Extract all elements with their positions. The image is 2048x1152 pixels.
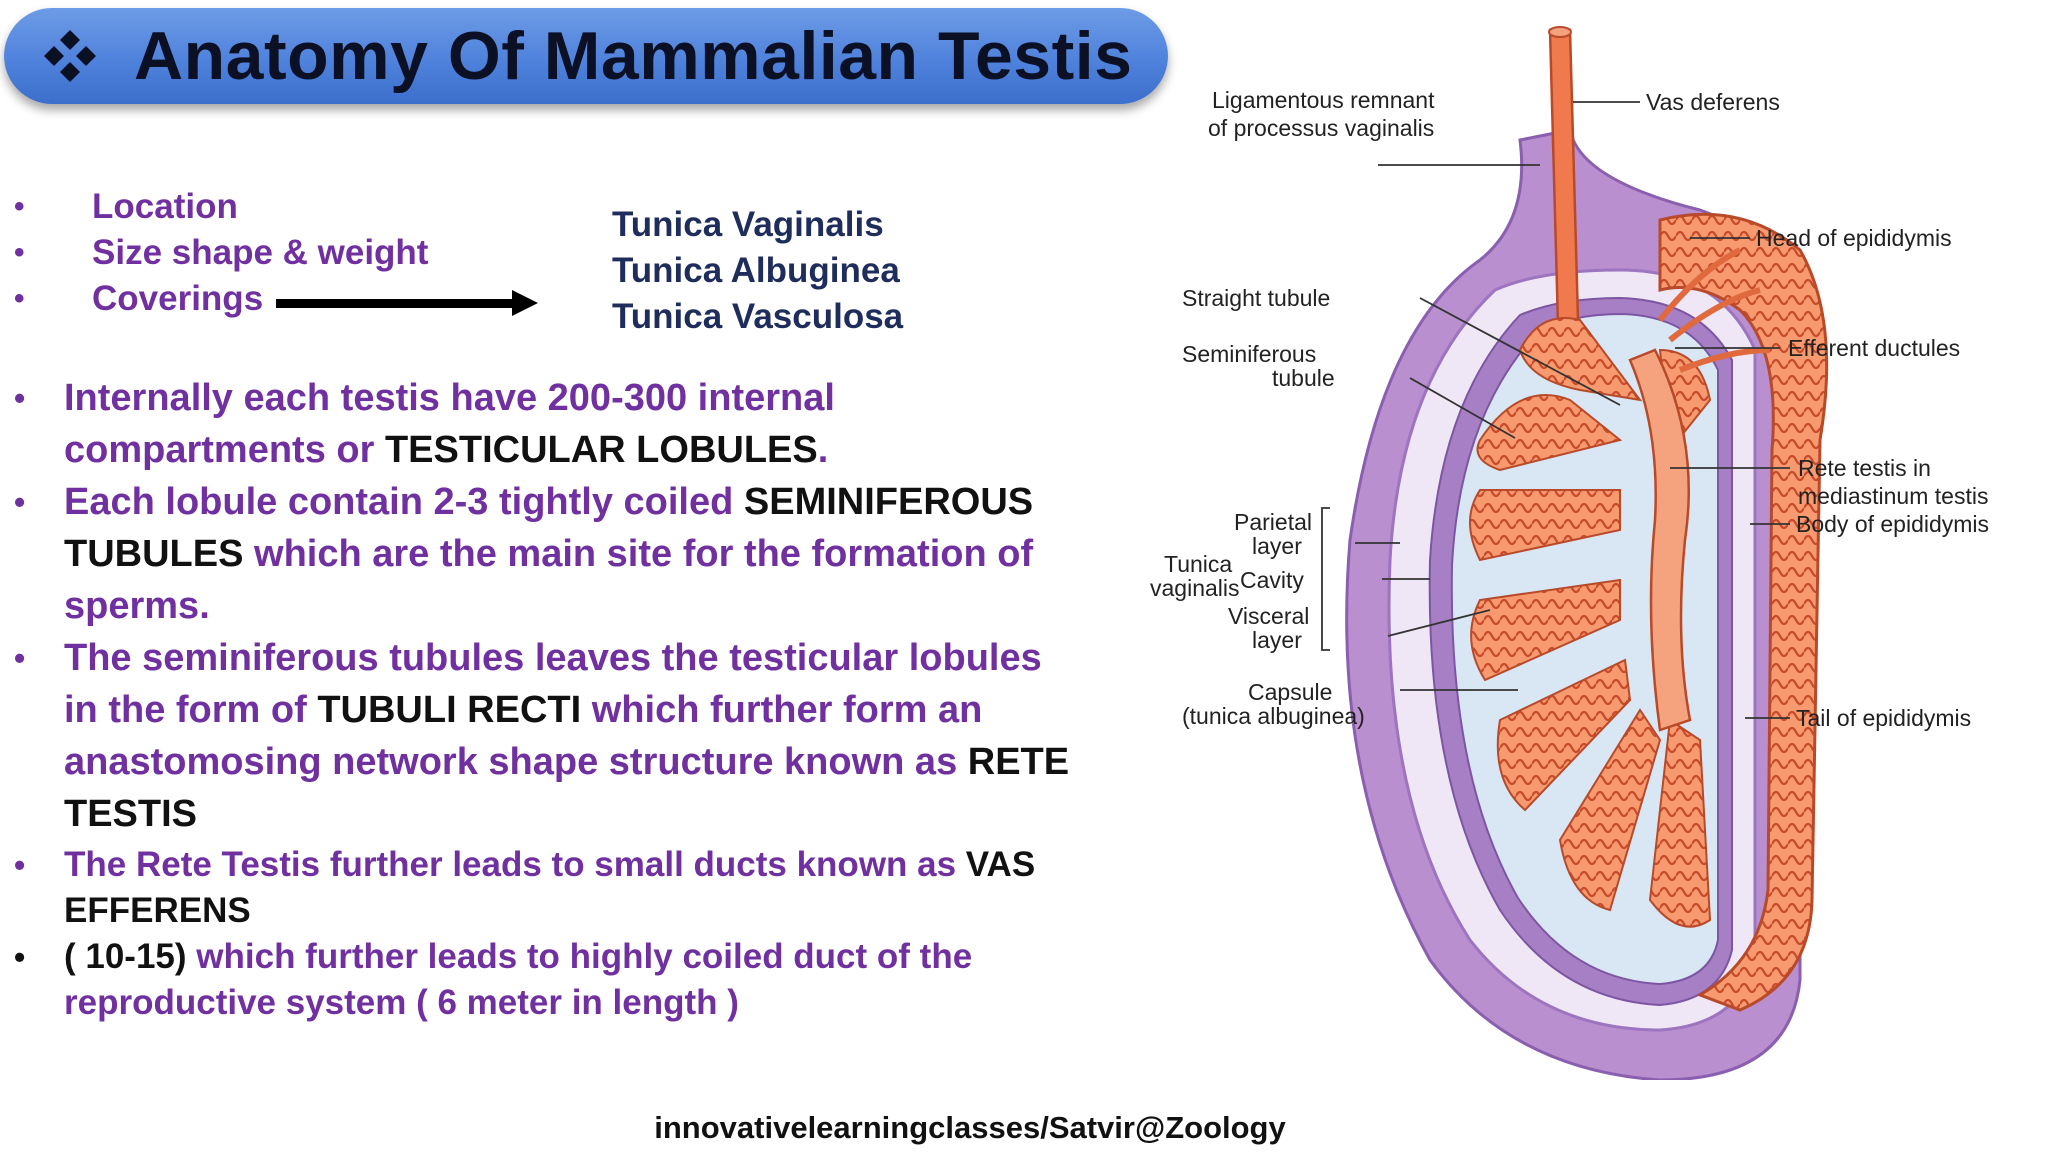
- title-banner: Anatomy Of Mammalian Testis: [4, 8, 1168, 104]
- bullet-icon: •: [14, 484, 26, 520]
- topic-list: • Location • Size shape & weight • Covering…: [14, 184, 428, 322]
- keyword: RETE TESTIS: [64, 741, 1070, 835]
- label-straight-tubule: Straight tubule: [1182, 285, 1330, 311]
- label-efferent: Efferent ductules: [1788, 335, 1960, 361]
- text-run: .: [817, 429, 829, 471]
- bullet-icon: •: [14, 190, 25, 223]
- bullet-icon: •: [14, 236, 25, 269]
- label-tunica-vaginalis: vaginalis: [1150, 575, 1240, 601]
- covering-item: Tunica Albuginea: [612, 251, 900, 290]
- covering-item: Tunica Vaginalis: [612, 205, 884, 244]
- label-seminiferous: Seminiferous: [1182, 341, 1316, 367]
- label-head-epididymis: Head of epididymis: [1756, 225, 1952, 251]
- text-run: Internally each testis have 200-300 inte…: [64, 377, 835, 471]
- label-tunica-vaginalis: Tunica: [1164, 551, 1232, 577]
- page-title: Anatomy Of Mammalian Testis: [134, 18, 1133, 94]
- label-visceral: Visceral: [1228, 603, 1309, 629]
- bullet-icon: •: [14, 939, 26, 975]
- topic-label: Coverings: [92, 279, 264, 318]
- rete-testis: [1628, 247, 1771, 732]
- text-run: The Rete Testis further leads to small d…: [64, 845, 966, 884]
- text-run: The seminiferous tubules leaves the test…: [64, 637, 1042, 731]
- diagram-labels: Ligamentous remnant of processus vaginal…: [1150, 87, 1989, 731]
- paragraph-vas-efferens: • ( 10-15) which further leads to highly…: [14, 934, 1084, 1026]
- bullet-icon: •: [14, 847, 26, 883]
- label-cavity: Cavity: [1240, 567, 1304, 593]
- text-run: which further form an anastomosing netwo…: [64, 689, 983, 783]
- keyword: VAS EFFERENS: [64, 845, 1036, 930]
- label-parietal: layer: [1252, 533, 1302, 559]
- keyword: ( 10-15): [64, 937, 187, 976]
- four-diamond-bullet-icon: [44, 30, 96, 82]
- label-body-epididymis: Body of epididymis: [1796, 511, 1989, 537]
- topic-size: • Size shape & weight: [14, 230, 428, 276]
- leader-lines: [1321, 101, 1790, 719]
- keyword: TESTICULAR LOBULES: [384, 429, 818, 471]
- label-rete-testis: mediastinum testis: [1798, 483, 1988, 509]
- topic-label: Location: [92, 187, 238, 226]
- text-run: Each lobule contain 2-3 tightly coiled: [64, 481, 744, 523]
- coverings-list: Tunica Vaginalis Tunica Albuginea Tunica…: [612, 202, 903, 340]
- topic-coverings: • Coverings: [14, 276, 428, 322]
- keyword: SEMINIFEROUS TUBULES: [64, 481, 1034, 575]
- label-parietal: Parietal: [1234, 509, 1312, 535]
- topic-location: • Location: [14, 184, 428, 230]
- label-seminiferous: tubule: [1272, 365, 1335, 391]
- label-rete-testis: Rete testis in: [1798, 455, 1931, 481]
- keyword: TUBULI RECTI: [317, 689, 582, 731]
- paragraph-lobules: • Internally each testis have 200-300 in…: [14, 372, 1084, 476]
- bullet-icon: •: [14, 640, 26, 676]
- bullet-icon: •: [14, 282, 25, 315]
- label-ligamentous: of processus vaginalis: [1208, 115, 1434, 141]
- paragraph-rete-testis: • The Rete Testis further leads to small…: [14, 842, 1084, 934]
- label-vas-deferens: Vas deferens: [1646, 89, 1780, 115]
- label-tail-epididymis: Tail of epididymis: [1796, 705, 1971, 731]
- label-ligamentous: Ligamentous remnant: [1212, 87, 1435, 113]
- topic-label: Size shape & weight: [92, 233, 429, 272]
- label-capsule: (tunica albuginea): [1182, 703, 1365, 729]
- text-run: which are the main site for the formatio…: [64, 533, 1034, 627]
- label-capsule: Capsule: [1248, 679, 1332, 705]
- footer-credit: innovativelearningclasses/Satvir@Zoology: [654, 1110, 1286, 1145]
- paragraph-seminiferous: • Each lobule contain 2-3 tightly coiled…: [14, 476, 1084, 632]
- covering-item: Tunica Vasculosa: [612, 297, 904, 336]
- label-visceral: layer: [1252, 627, 1302, 653]
- testicular-lobules: [1469, 317, 1712, 928]
- testis-diagram: Ligamentous remnant of processus vaginal…: [1150, 26, 1989, 1080]
- right-arrow-icon: [276, 290, 538, 316]
- paragraph-tubuli-recti: • The seminiferous tubules leaves the te…: [14, 632, 1084, 840]
- text-run: which further leads to highly coiled duc…: [64, 937, 973, 1022]
- bullet-icon: •: [14, 380, 26, 416]
